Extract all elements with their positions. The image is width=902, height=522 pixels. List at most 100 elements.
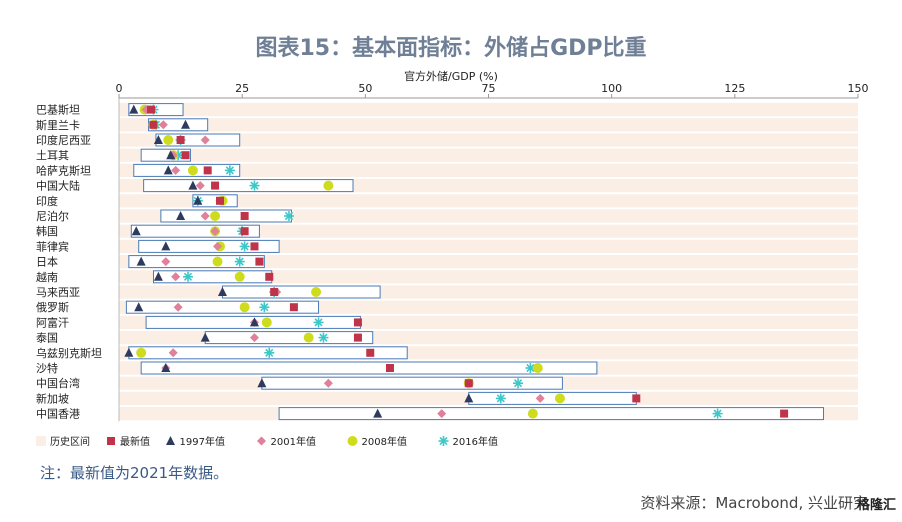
legend-swatch-y2001 [257,436,266,446]
marker-latest [270,288,279,296]
marker-y2016 [283,211,294,221]
marker-y2001 [210,226,220,236]
range-box [278,407,825,421]
marker-y2016 [712,408,723,419]
row-band [119,194,858,208]
legend-label: 最新值 [120,435,150,448]
marker-latest [240,227,249,236]
marker-y1997 [188,180,198,190]
range-box [140,361,598,375]
range-box [133,163,241,177]
row-band [119,255,858,269]
country-label: 俄罗斯 [36,301,69,314]
legend-swatch-range [36,436,46,446]
marker-latest [255,257,264,266]
marker-latest [265,272,274,281]
marker-y1997 [464,393,474,403]
country-label: 斯里兰卡 [36,119,80,132]
marker-y1997 [176,211,186,220]
marker-y2001 [323,378,333,388]
row-band [119,239,858,253]
row-band [119,163,858,177]
x-tick-label: 150 [848,82,869,95]
country-label: 日本 [36,255,58,269]
marker-y2016 [495,393,506,404]
country-label: 中国台湾 [36,376,80,390]
marker-y2008 [311,287,322,297]
marker-y1997 [134,302,144,312]
row-band [119,209,858,223]
marker-latest [353,333,362,342]
country-label: 沙特 [36,361,58,375]
marker-latest [464,379,473,388]
marker-y1997 [153,271,163,281]
marker-y2016 [249,180,260,191]
legend-label: 1997年值 [180,435,225,448]
marker-latest [366,348,375,357]
country-label: 马来西亚 [36,286,80,299]
x-tick-label: 75 [482,82,496,95]
country-label: 泰国 [36,331,58,345]
row-band [119,148,858,162]
range-box [125,300,320,314]
row-band [119,103,858,117]
marker-y2001 [158,120,168,130]
country-label: 印度 [36,194,58,208]
marker-latest [250,242,259,251]
marker-y2001 [535,393,545,403]
marker-y2008 [210,211,221,221]
country-label: 阿富汗 [36,315,69,329]
country-label: 韩国 [36,224,58,238]
marker-y2001 [200,135,210,145]
marker-y1997 [257,378,267,388]
marker-latest [147,105,156,114]
marker-y1997 [163,165,173,175]
marker-y2016 [239,241,250,252]
country-label: 中国香港 [36,408,80,421]
marker-latest [240,212,249,220]
row-band [119,270,858,284]
marker-latest [215,196,224,205]
marker-latest [289,303,298,312]
marker-latest [181,151,190,160]
marker-y1997 [217,287,227,296]
range-box [468,391,637,405]
row-band [119,224,858,238]
row-band [119,118,858,132]
marker-y2016 [318,332,329,343]
marker-y2008 [187,165,198,176]
marker-y2008 [163,135,174,145]
marker-y2008 [554,393,565,404]
marker-y1997 [124,347,134,357]
marker-latest [176,136,185,144]
marker-y2016 [259,302,270,313]
marker-y2001 [161,257,171,267]
marker-y1997 [373,408,383,418]
x-axis-title: 官方外储/GDP (%) [404,70,498,83]
marker-y1997 [193,195,203,205]
range-box [128,255,265,269]
marker-y1997 [161,241,171,251]
marker-y2008 [527,408,538,419]
marker-y2001 [168,348,178,358]
range-box [143,179,354,193]
marker-y2001 [171,165,181,175]
country-label: 越南 [36,270,58,284]
marker-y2008 [136,347,147,358]
range-box [221,285,381,299]
marker-y2001 [249,333,259,343]
legend-swatch-y2016 [438,436,449,446]
marker-y2016 [234,256,245,267]
country-label: 巴基斯坦 [36,103,80,117]
country-label: 乌兹别克斯坦 [36,346,102,360]
marker-y2016 [182,271,193,282]
marker-y2001 [195,181,205,191]
range-box [130,224,260,238]
x-tick-label: 50 [358,82,372,95]
range-box [204,331,374,345]
marker-y2016 [313,317,324,328]
marker-y1997 [249,317,259,327]
marker-y2016 [264,347,275,358]
marker-y2001 [173,302,183,312]
marker-latest [149,120,158,129]
